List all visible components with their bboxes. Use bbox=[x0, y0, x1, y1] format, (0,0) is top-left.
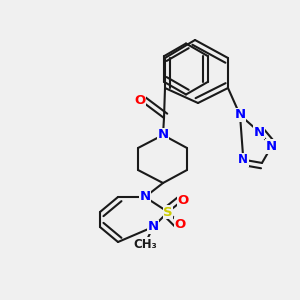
Text: N: N bbox=[266, 140, 277, 153]
Text: N: N bbox=[140, 190, 151, 203]
Text: N: N bbox=[147, 220, 159, 233]
Text: O: O bbox=[134, 94, 146, 106]
Text: N: N bbox=[158, 128, 169, 142]
Text: O: O bbox=[177, 194, 189, 206]
Text: N: N bbox=[234, 109, 246, 122]
Text: N: N bbox=[254, 126, 265, 139]
Text: O: O bbox=[174, 218, 186, 230]
Text: CH₃: CH₃ bbox=[133, 238, 157, 250]
Text: S: S bbox=[163, 206, 173, 218]
Text: N: N bbox=[238, 153, 248, 166]
